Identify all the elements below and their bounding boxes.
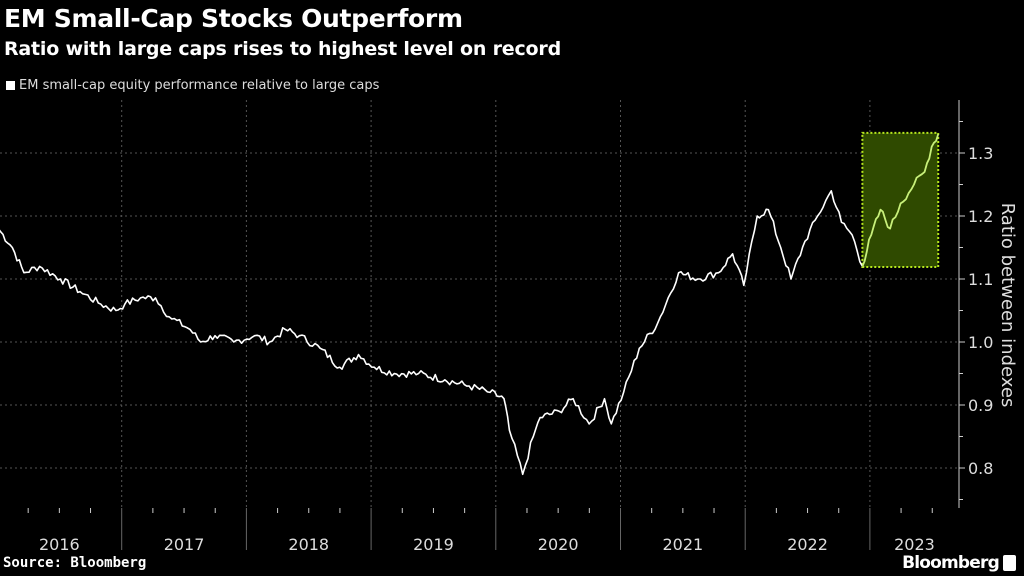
y-tick-label: 1.3 <box>968 144 993 163</box>
legend-label: EM small-cap equity performance relative… <box>19 78 380 93</box>
series-line <box>0 190 864 476</box>
y-tick-label: 0.8 <box>968 459 993 478</box>
x-tick-label: 2021 <box>662 535 703 554</box>
highlight-box <box>861 131 940 269</box>
logo-text: Bloomberg <box>902 553 1000 573</box>
x-tick-label: 2022 <box>787 535 828 554</box>
x-tick-label: 2019 <box>413 535 454 554</box>
x-tick-label: 2023 <box>894 535 935 554</box>
bloomberg-mark-icon <box>1003 555 1016 571</box>
y-tick-label: 1.0 <box>968 333 993 352</box>
source-note: Source: Bloomberg <box>3 555 147 571</box>
y-tick-label: 0.9 <box>968 396 993 415</box>
x-tick-label: 2017 <box>164 535 205 554</box>
legend-swatch <box>6 81 15 90</box>
y-tick-label: 1.2 <box>968 207 993 226</box>
legend: EM small-cap equity performance relative… <box>6 78 379 93</box>
x-tick-label: 2020 <box>538 535 579 554</box>
y-axis-label: Ratio between indexes <box>997 203 1018 408</box>
x-tick-label: 2016 <box>39 535 80 554</box>
bloomberg-logo: Bloomberg <box>902 553 1016 573</box>
y-tick-label: 1.1 <box>968 270 993 289</box>
x-tick-label: 2018 <box>288 535 329 554</box>
chart-title: EM Small-Cap Stocks Outperform <box>4 4 463 33</box>
series-line-highlighted <box>861 133 940 267</box>
chart-subtitle: Ratio with large caps rises to highest l… <box>4 38 561 60</box>
